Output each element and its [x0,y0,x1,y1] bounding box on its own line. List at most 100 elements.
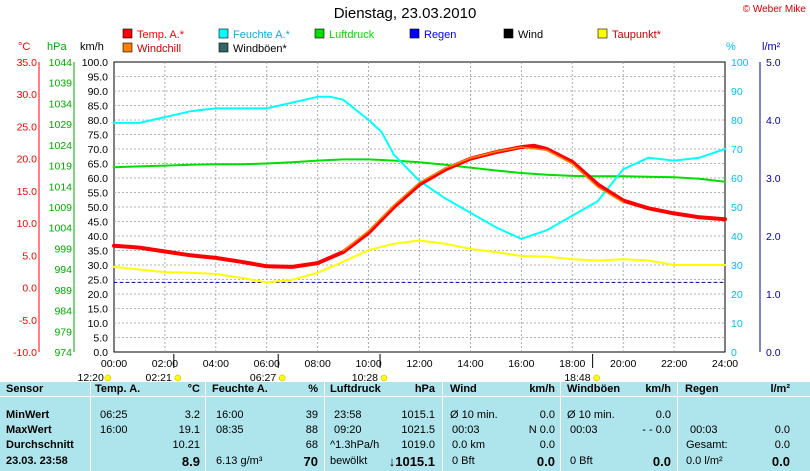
marker-sun-icon [593,374,600,382]
wind-axis-label: km/h [80,41,104,53]
x-tick-label: 06:00 [254,358,280,370]
rain-rate: 0.0 l/m² [686,455,723,467]
col-unit-rain: l/m² [770,383,790,395]
copyright-text: © Weber Mike [742,4,806,15]
col-header-temp: Temp. A. [95,383,141,395]
legend-label: Temp. A.* [137,29,185,41]
stats-table: Sensor MinWert MaxWert Durchschnitt 23.0… [0,382,810,471]
time-marker-label: 06:27 [250,372,276,382]
legend-swatch [314,28,325,39]
pressure-current-value: ↓1015.1 [388,454,435,469]
pressure-max-value: 1021.5 [401,424,435,436]
humidity-tick-label: 70 [731,144,743,156]
rain-tick-label: 3.0 [766,173,781,185]
humidity-max-time: 08:35 [216,424,244,436]
humidity-min-value: 39 [305,409,318,421]
legend-label: Luftdruck [329,29,375,41]
pressure-avg-value: 1019.0 [401,439,435,451]
wind-tick-label: 95.0 [88,72,109,84]
wind-tick-label: 75.0 [88,130,109,142]
wind-tick-label: 70.0 [88,144,109,156]
temp-tick-label: 15.0 [17,186,38,198]
rain-tick-label: 1.0 [766,289,781,301]
wind-current-value: 0.0 [536,454,555,469]
series-line-feuchtea [113,95,726,240]
pressure-tick-label: 1029 [49,119,73,131]
wind-tick-label: 5.0 [93,333,108,345]
humidity-tick-label: 20 [731,289,743,301]
rain-total-value: 0.0 [774,439,790,451]
x-tick-label: 08:00 [305,358,331,370]
pressure-min-time: 23:58 [334,409,362,421]
wind-tick-label: 15.0 [88,304,109,316]
temp-tick-label: 25.0 [17,121,38,133]
pressure-tick-label: 1034 [49,98,73,110]
humidity-tick-label: 80 [731,115,743,127]
pressure-axis-label: hPa [47,41,67,53]
temp-tick-label: 30.0 [17,89,38,101]
wind-tick-label: 90.0 [88,86,109,98]
legend-swatch [503,28,514,39]
pressure-tick-label: 989 [54,285,72,297]
row-label-max: MaxWert [6,424,52,436]
marker-sun-icon [278,374,286,382]
chart-title: Dienstag, 23.03.2010 [333,5,477,22]
gust-min-value: 0.0 [655,409,671,421]
x-tick-label: 02:00 [152,358,178,370]
series-line-luftdruck [113,158,726,183]
col-unit-temp: °C [187,383,200,395]
pressure-tick-label: 974 [54,347,72,359]
pressure-tick-label: 994 [54,264,72,276]
rain-total-label: Gesamt: [686,439,728,451]
pressure-forecast: bewölkt [330,455,368,467]
wind-tick-label: 45.0 [88,217,109,229]
legend-swatch [597,28,608,39]
wind-tick-label: 25.0 [88,275,109,287]
pressure-tick-label: 1024 [49,140,73,152]
col-unit-pressure: hPa [414,383,435,395]
humidity-tick-label: 60 [731,173,743,185]
temp-tick-label: 20.0 [17,154,38,166]
legend-label: Taupunkt* [612,29,662,41]
wind-tick-label: 85.0 [88,101,109,113]
marker-sun-icon [174,374,182,382]
humidity-avg-value: 68 [305,439,318,451]
rain-max-time: 00:03 [690,424,718,436]
x-tick-label: 04:00 [203,358,229,370]
rain-axis-label: l/m² [762,41,781,53]
col-unit-gust: km/h [645,383,671,395]
legend-label: Feuchte A.* [233,29,291,41]
temp-current-value: 8.9 [181,454,200,469]
pressure-tick-label: 979 [54,326,72,338]
pressure-tick-label: 1014 [49,181,73,193]
rain-tick-label: 4.0 [766,115,781,127]
wind-tick-label: 30.0 [88,260,109,272]
weather-chart: 00:00 02:00 04:00 06:00 08:00 10:00 12:00 14:00… [13,28,781,382]
col-unit-humidity: % [308,383,318,395]
gust-bft: 0 Bft [570,455,593,467]
pressure-trend: ^1.3hPa/h [330,439,380,451]
marker-sun-icon [380,374,388,382]
gust-current-value: 0.0 [652,454,671,469]
col-header-gust: Windböen [567,383,621,395]
rain-tick-label: 0.0 [766,347,781,359]
col-header-wind: Wind [450,383,477,395]
wind-avg-value: 0.0 [539,439,555,451]
wind-tick-label: 55.0 [88,188,109,200]
humidity-max-value: 88 [305,424,318,436]
pressure-tick-label: 1004 [49,223,73,235]
temp-axis-label: °C [18,41,30,53]
humidity-tick-label: 50 [731,202,743,214]
temp-tick-label: 5.0 [22,250,37,262]
marker-sun-icon [104,374,112,382]
humidity-tick-label: 100 [731,57,749,69]
legend-swatch [218,28,229,39]
col-header-sensor: Sensor [6,383,44,395]
time-marker-label: 10:28 [352,372,378,382]
x-tick-label: 20:00 [610,358,636,370]
time-marker-label: 12:20 [78,372,104,382]
wind-tick-label: 100.0 [82,57,108,69]
legend-label: Wind [518,29,543,41]
wind-tick-label: 20.0 [88,289,109,301]
temp-min-time: 06:25 [100,409,128,421]
